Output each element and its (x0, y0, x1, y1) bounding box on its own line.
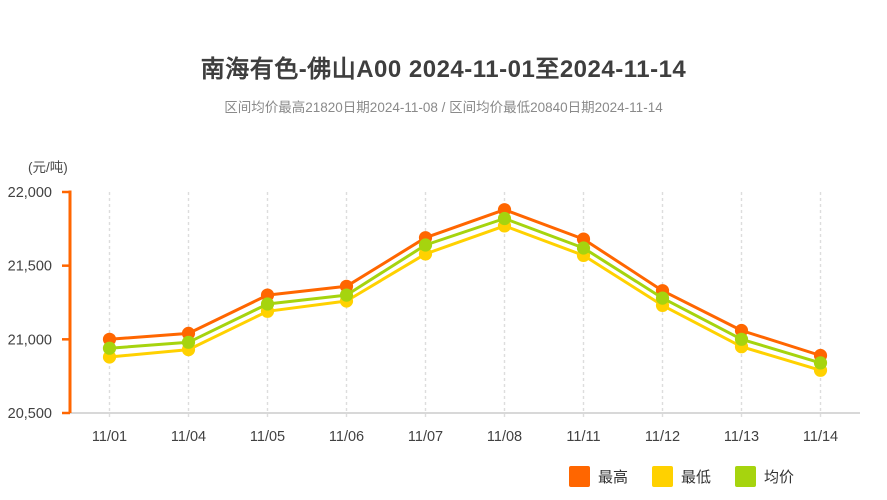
data-point-avg-11/07[interactable] (418, 238, 433, 252)
data-point-avg-11/01[interactable] (102, 341, 117, 355)
legend-swatch-high (569, 466, 590, 487)
data-point-avg-11/08[interactable] (497, 211, 512, 226)
data-point-avg-11/04[interactable] (181, 335, 196, 349)
series-line-avg (109, 217, 821, 365)
legend-label-avg: 均价 (764, 469, 795, 486)
legend-swatch-avg (735, 466, 757, 487)
series-line-low (109, 224, 821, 372)
x-axis-label: 11/14 (803, 429, 838, 445)
x-axis-label: 11/07 (408, 429, 443, 445)
legend-swatch-low (652, 466, 674, 487)
legend-item-high[interactable]: 最高 (569, 466, 628, 487)
data-point-avg-11/14[interactable] (813, 356, 828, 370)
legend-item-low[interactable]: 最低 (652, 466, 711, 487)
legend-item-avg[interactable]: 均价 (735, 466, 794, 487)
x-axis-label: 11/12 (645, 429, 680, 445)
x-axis-label: 11/04 (171, 429, 206, 445)
y-axis-label: 21,000 (8, 332, 52, 348)
legend-label-high: 最高 (598, 469, 629, 486)
data-point-avg-11/06[interactable] (339, 288, 354, 302)
legend-label-low: 最低 (681, 469, 712, 486)
data-point-avg-11/12[interactable] (655, 291, 670, 305)
data-point-avg-11/05[interactable] (260, 297, 275, 311)
x-axis-label: 11/13 (724, 429, 759, 445)
data-point-avg-11/11[interactable] (576, 241, 591, 255)
data-point-avg-11/13[interactable] (734, 332, 749, 346)
y-axis-label: 22,000 (8, 185, 52, 201)
chart-subtitle: 区间均价最高21820日期2024-11-08 / 区间均价最低20840日期2… (224, 100, 663, 115)
x-axis-label: 11/08 (487, 429, 522, 445)
x-axis-label: 11/06 (329, 429, 364, 445)
chart-legend: 最高 最低 均价 (569, 466, 794, 487)
x-axis-label: 11/05 (250, 429, 285, 445)
x-axis-label: 11/01 (92, 429, 127, 445)
chart-title: 南海有色-佛山A00 2024-11-01至2024-11-14 (200, 56, 687, 83)
x-axis-label: 11/11 (566, 429, 600, 445)
y-axis-label: 20,500 (8, 406, 52, 422)
series-line-high (109, 208, 821, 357)
y-axis-unit-label: (元/吨) (28, 160, 68, 175)
y-axis-label: 21,500 (8, 259, 52, 275)
